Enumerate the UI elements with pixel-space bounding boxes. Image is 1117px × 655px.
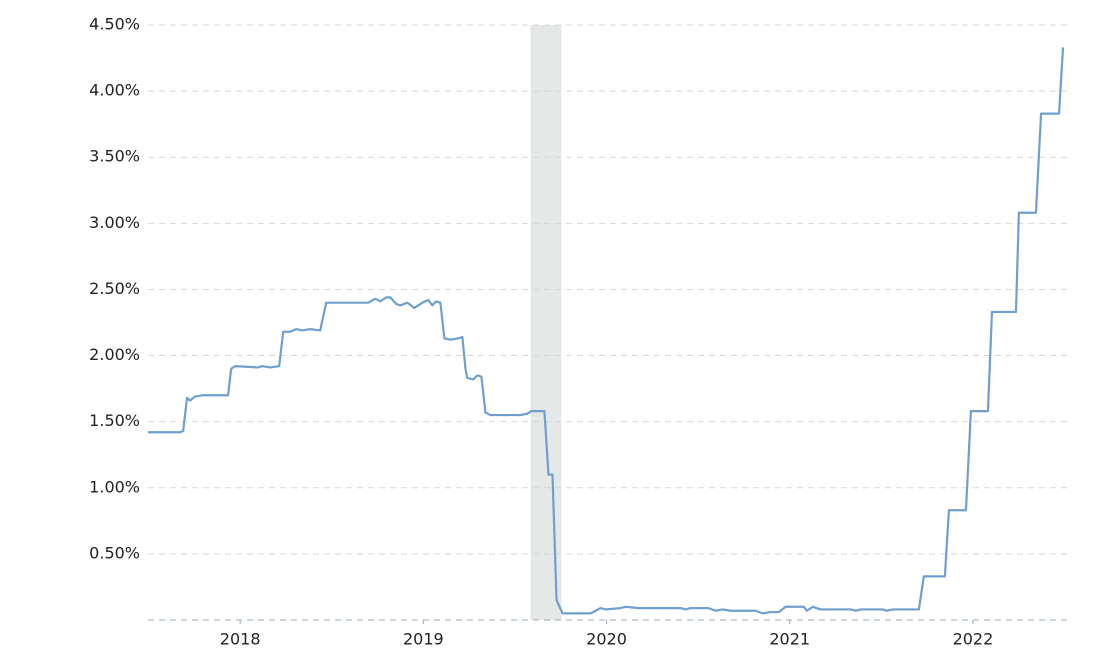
x-tick-label: 2019 (403, 630, 444, 649)
y-tick-label: 1.00% (89, 477, 140, 496)
x-tick-label: 2020 (586, 630, 627, 649)
y-tick-label: 2.50% (89, 279, 140, 298)
recession-band (530, 25, 562, 620)
y-tick-label: 3.50% (89, 147, 140, 166)
y-tick-label: 4.00% (89, 81, 140, 100)
y-tick-label: 0.50% (89, 543, 140, 562)
series-line (148, 47, 1065, 615)
grid-layer: 0.50% 1.00% 1.50% 2.00% 2.50% 3.00% 3.50% 4.00%… (89, 15, 1068, 649)
plot-layer (148, 47, 1065, 615)
y-tick-label: 4.50% (89, 15, 140, 34)
shade-layer (530, 25, 562, 620)
x-tick-label: 2021 (769, 630, 810, 649)
y-tick-label: 2.00% (89, 345, 140, 364)
x-tick-label: 2022 (953, 630, 994, 649)
x-tick-label: 2018 (220, 630, 261, 649)
y-tick-label: 1.50% (89, 411, 140, 430)
y-tick-label: 3.00% (89, 213, 140, 232)
